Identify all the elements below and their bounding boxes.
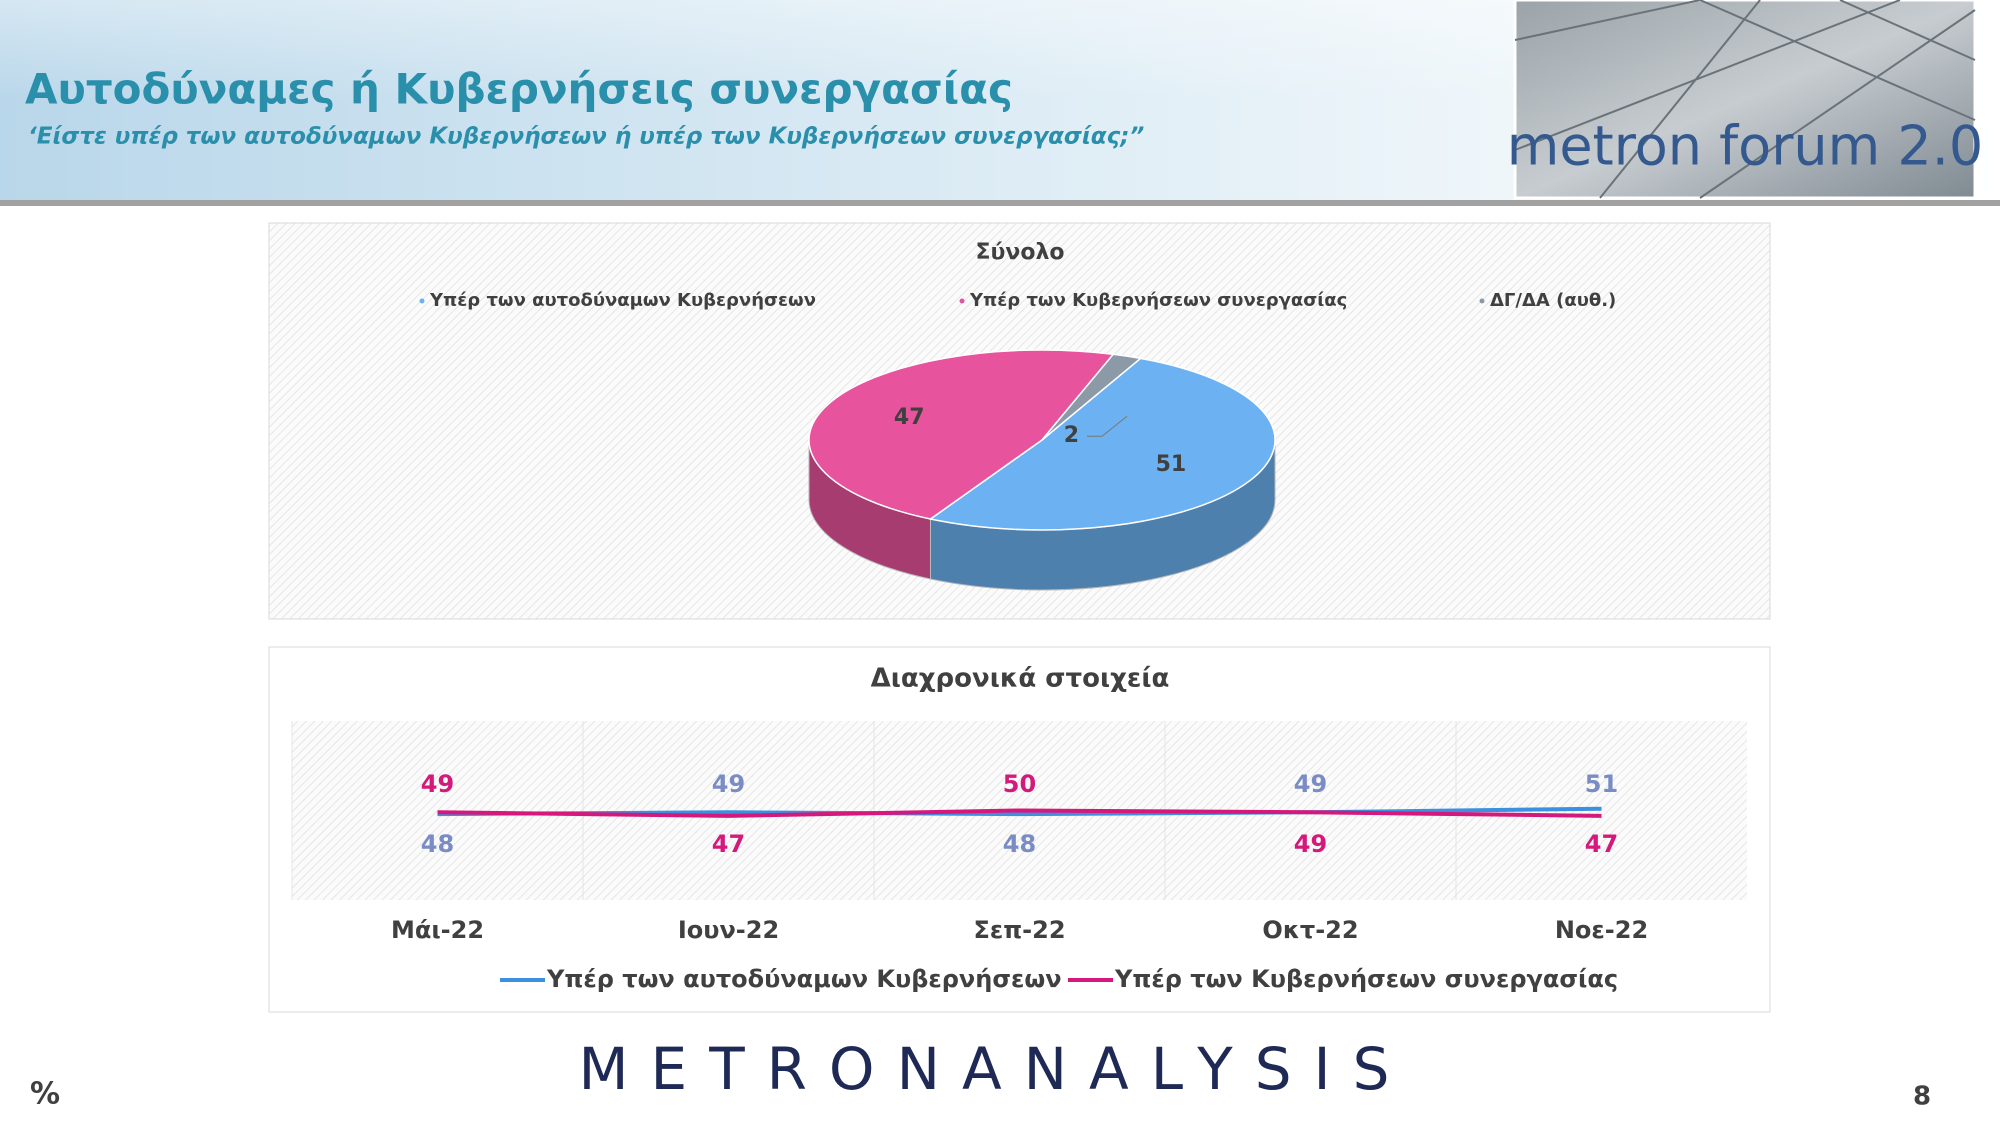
legend-label: Υπέρ των Κυβερνήσεων συνεργασίας bbox=[1114, 965, 1618, 993]
data-label: 49 bbox=[1294, 770, 1327, 798]
title: Αυτοδύναμες ή Κυβερνήσεις συνεργασίας bbox=[25, 65, 1013, 114]
data-label: 48 bbox=[1003, 830, 1036, 858]
legend-label: Υπέρ των αυτοδύναμων Κυβερνήσεων bbox=[546, 965, 1062, 993]
x-tick-label: Οκτ-22 bbox=[1262, 916, 1358, 944]
data-label: 49 bbox=[421, 770, 454, 798]
legend-label: Υπέρ των αυτοδύναμων Κυβερνήσεων bbox=[429, 290, 816, 311]
data-label: 51 bbox=[1585, 770, 1618, 798]
pie-slice bbox=[808, 349, 1115, 520]
x-tick-label: Σεπ-22 bbox=[973, 916, 1065, 944]
data-label: 48 bbox=[421, 830, 454, 858]
pie-slice bbox=[1041, 353, 1143, 441]
brand: METRONANALYSIS bbox=[579, 1035, 1412, 1103]
data-label: 47 bbox=[1585, 830, 1618, 858]
legend-marker bbox=[959, 298, 965, 304]
legend-label: ΔΓ/ΔΑ (αυθ.) bbox=[1490, 290, 1616, 311]
pie-title: Σύνολο bbox=[975, 240, 1064, 265]
legend-label: Υπέρ των Κυβερνήσεων συνεργασίας bbox=[969, 290, 1347, 311]
data-label: 50 bbox=[1003, 770, 1036, 798]
legend-marker bbox=[1479, 298, 1485, 304]
data-label: 51 bbox=[1156, 452, 1187, 477]
data-label: 49 bbox=[712, 770, 745, 798]
x-tick-label: Νοε-22 bbox=[1555, 916, 1648, 944]
header-shadow bbox=[0, 200, 2000, 206]
data-label: 2 bbox=[1064, 423, 1079, 448]
leader-line bbox=[1087, 415, 1128, 437]
x-tick-label: Ιουν-22 bbox=[678, 916, 779, 944]
legend-marker bbox=[419, 298, 425, 304]
logo-text: metron forum 2.0 bbox=[1507, 115, 1984, 178]
page-number: 8 bbox=[1913, 1082, 1931, 1112]
subtitle: ‘Είστε υπέρ των αυτοδύναμων Κυβερνήσεων … bbox=[28, 124, 1144, 150]
data-label: 47 bbox=[712, 830, 745, 858]
unit: % bbox=[30, 1077, 60, 1112]
pie-slice bbox=[928, 357, 1276, 531]
x-tick-label: Μάι-22 bbox=[391, 916, 484, 944]
header-image: metron forum 2.0 bbox=[1507, 0, 1984, 200]
series-line bbox=[437, 808, 1602, 818]
data-label: 49 bbox=[1294, 830, 1327, 858]
line-title: Διαχρονικά στοιχεία bbox=[871, 664, 1170, 694]
data-label: 47 bbox=[894, 405, 925, 430]
